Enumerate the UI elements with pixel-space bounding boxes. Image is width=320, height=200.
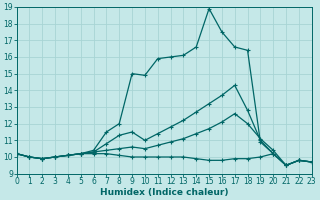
X-axis label: Humidex (Indice chaleur): Humidex (Indice chaleur) [100, 188, 228, 197]
